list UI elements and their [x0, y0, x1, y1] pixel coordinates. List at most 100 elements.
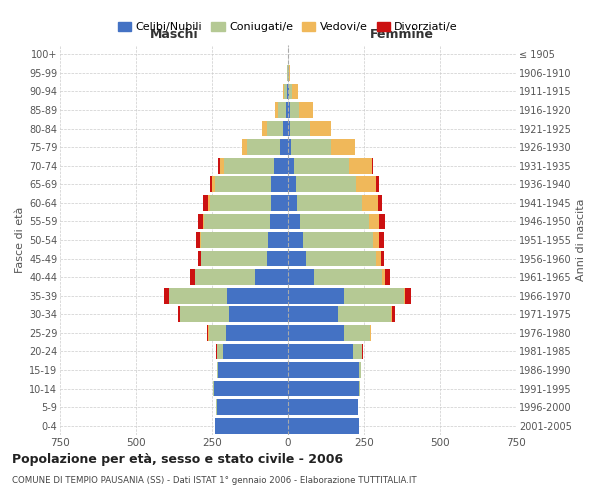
Bar — [291, 140, 331, 155]
Bar — [287, 84, 288, 100]
Bar — [362, 195, 377, 211]
Bar — [215, 176, 271, 192]
Bar — [214, 380, 288, 396]
Bar — [288, 362, 359, 378]
Bar — [226, 325, 288, 341]
Bar — [223, 344, 288, 359]
Bar — [218, 362, 288, 378]
Bar — [368, 214, 379, 230]
Bar — [371, 158, 373, 174]
Bar — [310, 120, 331, 136]
Bar — [404, 288, 405, 304]
Legend: Celibi/Nubili, Coniugati/e, Vedovi/e, Divorziati/e: Celibi/Nubili, Coniugati/e, Vedovi/e, Di… — [116, 20, 460, 34]
Bar — [294, 158, 349, 174]
Bar — [217, 399, 288, 415]
Bar — [199, 214, 203, 230]
Bar — [267, 120, 283, 136]
Bar — [381, 250, 385, 266]
Bar — [262, 120, 267, 136]
Bar — [405, 288, 411, 304]
Bar — [288, 418, 359, 434]
Bar — [370, 325, 371, 341]
Bar — [190, 269, 194, 285]
Bar — [247, 140, 280, 155]
Y-axis label: Anni di nascita: Anni di nascita — [576, 198, 586, 281]
Bar — [284, 84, 287, 100]
Bar — [353, 344, 362, 359]
Bar — [314, 269, 382, 285]
Bar — [195, 269, 254, 285]
Bar — [207, 325, 208, 341]
Bar — [392, 306, 395, 322]
Bar — [194, 269, 195, 285]
Bar — [274, 158, 288, 174]
Bar — [290, 120, 310, 136]
Bar — [203, 214, 205, 230]
Bar — [382, 269, 385, 285]
Text: COMUNE DI TEMPIO PAUSANIA (SS) - Dati ISTAT 1° gennaio 2006 - Elaborazione TUTTI: COMUNE DI TEMPIO PAUSANIA (SS) - Dati IS… — [12, 476, 416, 485]
Text: Popolazione per età, sesso e stato civile - 2006: Popolazione per età, sesso e stato civil… — [12, 452, 343, 466]
Bar — [217, 344, 223, 359]
Bar — [178, 306, 180, 322]
Bar — [359, 380, 360, 396]
Bar — [288, 325, 344, 341]
Bar — [292, 84, 298, 100]
Bar — [288, 250, 306, 266]
Bar — [289, 84, 292, 100]
Bar — [288, 380, 359, 396]
Bar — [288, 140, 291, 155]
Bar — [215, 418, 288, 434]
Bar — [300, 214, 368, 230]
Bar — [379, 232, 384, 248]
Bar — [356, 176, 376, 192]
Bar — [376, 176, 379, 192]
Bar — [271, 176, 288, 192]
Bar — [275, 102, 278, 118]
Bar — [297, 195, 362, 211]
Bar — [359, 362, 361, 378]
Bar — [286, 102, 288, 118]
Bar — [344, 325, 370, 341]
Bar — [201, 250, 202, 266]
Bar — [216, 344, 217, 359]
Bar — [224, 158, 274, 174]
Bar — [267, 250, 288, 266]
Bar — [288, 84, 289, 100]
Y-axis label: Fasce di età: Fasce di età — [14, 207, 25, 273]
Bar — [278, 102, 286, 118]
Bar — [229, 306, 288, 322]
Bar — [376, 250, 381, 266]
Bar — [164, 288, 169, 304]
Bar — [331, 140, 355, 155]
Bar — [290, 102, 299, 118]
Bar — [288, 195, 297, 211]
Bar — [227, 288, 288, 304]
Bar — [288, 158, 294, 174]
Bar — [391, 306, 392, 322]
Bar — [211, 195, 271, 211]
Bar — [303, 232, 373, 248]
Bar — [198, 250, 201, 266]
Bar — [288, 399, 358, 415]
Bar — [242, 140, 247, 155]
Bar — [338, 306, 391, 322]
Bar — [288, 102, 290, 118]
Text: Femmine: Femmine — [370, 28, 434, 42]
Bar — [373, 232, 379, 248]
Bar — [288, 344, 353, 359]
Bar — [209, 176, 212, 192]
Bar — [288, 214, 300, 230]
Bar — [208, 195, 211, 211]
Bar — [288, 269, 314, 285]
Bar — [218, 158, 220, 174]
Bar — [289, 65, 290, 81]
Bar — [213, 380, 214, 396]
Bar — [271, 195, 288, 211]
Bar — [296, 176, 356, 192]
Bar — [202, 232, 268, 248]
Bar — [212, 176, 215, 192]
Bar — [288, 306, 338, 322]
Bar — [270, 214, 288, 230]
Bar — [169, 288, 227, 304]
Bar — [288, 232, 303, 248]
